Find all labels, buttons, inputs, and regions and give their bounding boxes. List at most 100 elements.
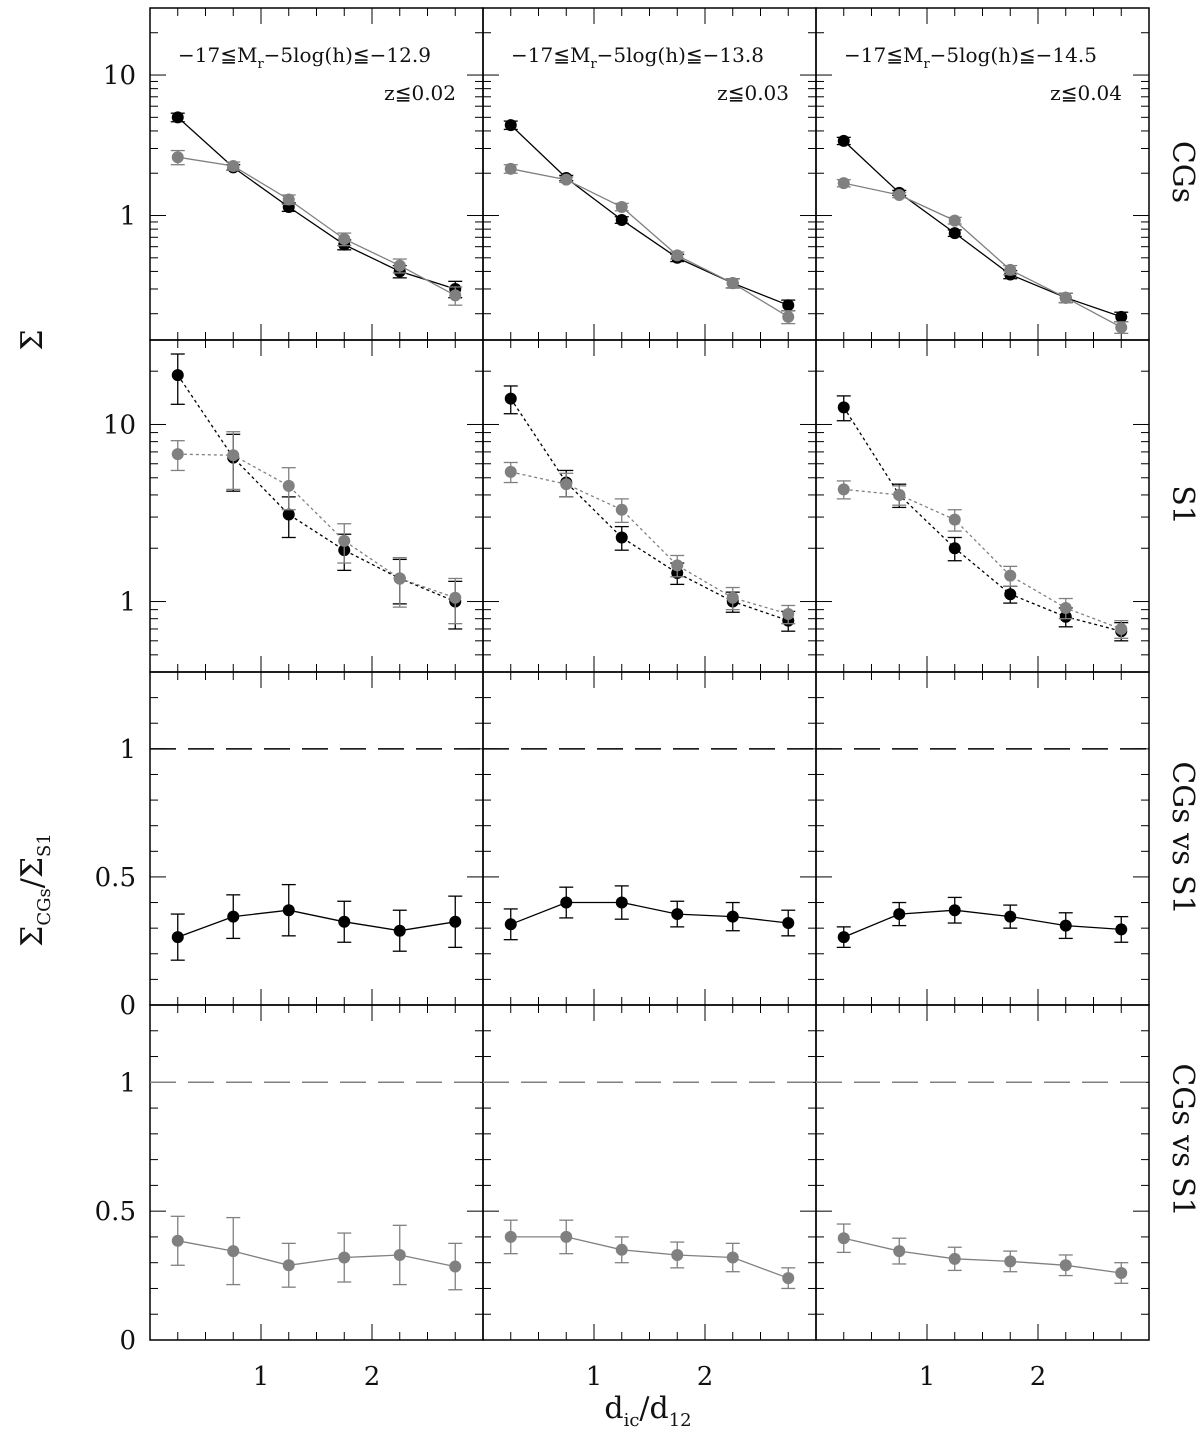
x-tick-label: 1 bbox=[253, 1362, 270, 1392]
data-point-grey bbox=[782, 608, 795, 621]
x-axis-label: dic/d12 bbox=[604, 1391, 691, 1431]
annotation-panel-1: −17≦Mr−5log(h)≦−12.9 z≦0.02 bbox=[178, 43, 456, 105]
data-point-black bbox=[837, 931, 850, 944]
x-tick-label: 2 bbox=[1030, 1362, 1047, 1392]
series-line-grey bbox=[843, 488, 1122, 630]
series-line-grey bbox=[510, 168, 789, 318]
data-point-grey bbox=[837, 1232, 850, 1245]
y-axis-label-sigma: Σ bbox=[15, 329, 50, 350]
data-point-grey bbox=[1004, 1255, 1017, 1268]
data-point-black bbox=[560, 896, 573, 909]
data-point-grey bbox=[893, 188, 906, 201]
annotation-redshift: z≦0.03 bbox=[717, 81, 789, 105]
data-point-grey bbox=[227, 160, 240, 173]
data-point-black bbox=[282, 508, 295, 521]
data-point-grey bbox=[560, 1230, 573, 1243]
data-point-grey bbox=[504, 465, 517, 478]
data-point-grey bbox=[171, 151, 184, 164]
x-tick-label: 1 bbox=[919, 1362, 936, 1392]
series-line-black bbox=[510, 398, 789, 622]
panel-frame bbox=[149, 339, 484, 673]
row-label-cgs-vs-s1-grey: CGs vs S1 bbox=[1165, 1063, 1200, 1216]
data-point-black bbox=[393, 924, 406, 937]
series-line-black bbox=[510, 124, 789, 306]
data-point-black bbox=[948, 904, 961, 917]
data-point-black bbox=[171, 111, 184, 124]
series-line-black bbox=[177, 116, 456, 290]
y-tick-label: 10 bbox=[103, 61, 136, 91]
data-point-black bbox=[504, 392, 517, 405]
y-tick-label: 1 bbox=[119, 588, 136, 618]
data-point-black bbox=[615, 213, 628, 226]
panel-4-1: 0 0.5 1 1 2 bbox=[95, 1004, 484, 1392]
data-point-black bbox=[1004, 588, 1017, 601]
data-point-grey bbox=[837, 483, 850, 496]
y-tick-label: 1 bbox=[119, 202, 136, 232]
series-line-grey bbox=[843, 182, 1122, 328]
data-point-black bbox=[171, 931, 184, 944]
data-point-grey bbox=[338, 233, 351, 246]
series-line-black bbox=[843, 140, 1122, 318]
data-point-black bbox=[449, 915, 462, 928]
annotation-redshift: z≦0.02 bbox=[384, 81, 456, 105]
x-tick-label: 2 bbox=[364, 1362, 381, 1392]
annotation-magnitude: −17≦Mr−5log(h)≦−13.8 bbox=[511, 43, 764, 72]
data-point-grey bbox=[282, 479, 295, 492]
data-point-grey bbox=[1004, 569, 1017, 582]
series-line-black bbox=[177, 909, 456, 938]
row-label-s1: S1 bbox=[1165, 485, 1200, 525]
data-point-black bbox=[227, 910, 240, 923]
data-point-black bbox=[615, 896, 628, 909]
data-point-black bbox=[1004, 910, 1017, 923]
data-point-grey bbox=[782, 310, 795, 323]
data-point-black bbox=[837, 401, 850, 414]
series-line-black bbox=[177, 374, 456, 603]
series-line-grey bbox=[177, 453, 456, 599]
data-point-grey bbox=[227, 449, 240, 462]
row-label-cgs-vs-s1-black: CGs vs S1 bbox=[1165, 761, 1200, 914]
y-tick-label: 1 bbox=[119, 1068, 136, 1098]
panel-3-1: 00.51 bbox=[95, 671, 484, 1021]
data-point-black bbox=[615, 531, 628, 544]
data-point-grey bbox=[726, 277, 739, 290]
data-point-grey bbox=[338, 1251, 351, 1264]
data-point-black bbox=[837, 134, 850, 147]
data-point-grey bbox=[1059, 601, 1072, 614]
panel-1-3 bbox=[815, 7, 1150, 341]
panel-3-3 bbox=[815, 671, 1150, 1006]
y-tick-label: 1 bbox=[119, 735, 136, 765]
panel-frame bbox=[815, 671, 1150, 1006]
data-point-grey bbox=[393, 259, 406, 272]
data-point-black bbox=[338, 915, 351, 928]
data-point-black bbox=[171, 369, 184, 382]
data-point-grey bbox=[1004, 263, 1017, 276]
series-line-grey bbox=[177, 156, 456, 296]
data-point-grey bbox=[726, 591, 739, 604]
panel-frame bbox=[149, 1004, 484, 1341]
data-point-black bbox=[948, 542, 961, 555]
y-tick-label: 0.5 bbox=[95, 1197, 136, 1227]
x-tick-label: 1 bbox=[586, 1362, 603, 1392]
panel-frame bbox=[815, 1004, 1150, 1341]
data-point-grey bbox=[1115, 622, 1128, 635]
data-point-grey bbox=[726, 1251, 739, 1264]
data-point-grey bbox=[1059, 291, 1072, 304]
series-line-black bbox=[843, 406, 1122, 632]
series-line-grey bbox=[510, 1236, 789, 1279]
data-point-black bbox=[782, 917, 795, 930]
data-point-black bbox=[782, 299, 795, 312]
data-point-grey bbox=[282, 1259, 295, 1272]
data-point-grey bbox=[393, 1248, 406, 1261]
data-point-black bbox=[726, 910, 739, 923]
data-point-grey bbox=[560, 173, 573, 186]
data-point-grey bbox=[1115, 1267, 1128, 1279]
panel-3-2 bbox=[482, 671, 817, 1006]
data-point-black bbox=[504, 119, 517, 132]
data-point-black bbox=[1059, 919, 1072, 932]
data-point-black bbox=[282, 904, 295, 917]
data-point-grey bbox=[1059, 1259, 1072, 1272]
data-point-black bbox=[948, 227, 961, 240]
series-line-grey bbox=[177, 1240, 456, 1268]
